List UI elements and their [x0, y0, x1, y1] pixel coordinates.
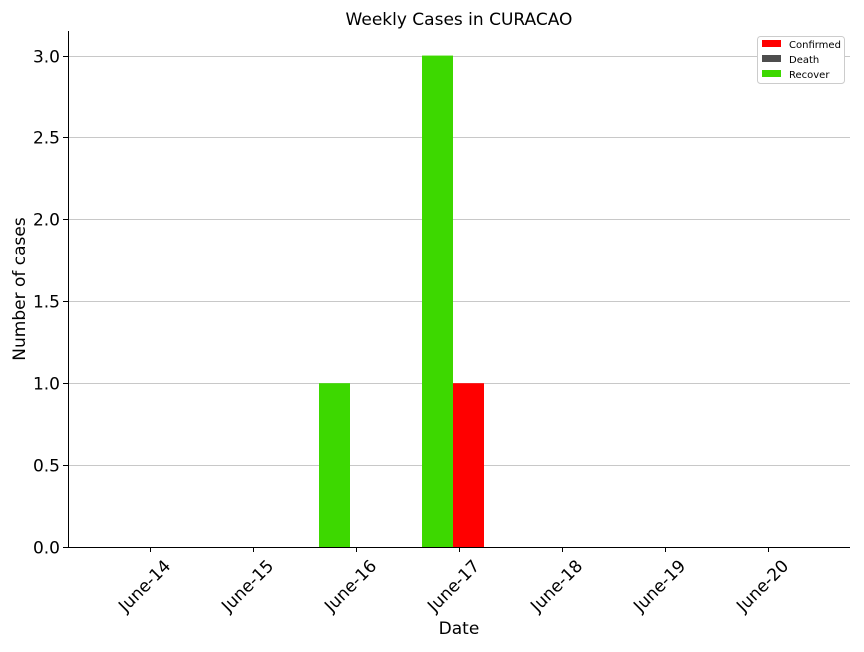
legend-swatch-death	[762, 55, 781, 62]
bar-recover-june-17	[422, 55, 453, 547]
x-tick-label: June-16	[320, 556, 381, 617]
y-tick-label: 1.5	[33, 293, 60, 313]
x-tick-label: June-15	[217, 556, 278, 617]
bars	[319, 55, 484, 547]
gridlines	[68, 56, 850, 466]
x-tick-label: June-14	[114, 556, 175, 617]
y-tick-label: 0.5	[33, 457, 60, 477]
chart-title: Weekly Cases in CURACAO	[346, 10, 573, 30]
x-tick-label: June-19	[629, 556, 690, 617]
legend-label-confirmed: Confirmed	[789, 40, 841, 51]
x-axis-label: Date	[439, 619, 480, 639]
y-tick-label: 1.0	[33, 375, 60, 395]
legend-label-death: Death	[789, 55, 819, 66]
legend-label-recover: Recover	[789, 70, 830, 81]
x-tick-label: June-20	[732, 556, 793, 617]
legend-swatch-confirmed	[762, 40, 781, 47]
y-tick-label: 0.0	[33, 539, 60, 559]
y-tick-label: 2.5	[33, 129, 60, 149]
legend: Confirmed Death Recover	[757, 36, 845, 84]
y-axis-label: Number of cases	[10, 217, 30, 361]
x-tick-label: June-18	[526, 556, 587, 617]
y-ticks: 0.0 0.5 1.0 1.5 2.0 2.5 3.0	[33, 48, 68, 559]
y-tick-label: 2.0	[33, 211, 60, 231]
bar-recover-june-16	[319, 383, 350, 547]
x-ticks: June-14 June-15 June-16 June-17 June-18 June-…	[114, 547, 793, 617]
bar-confirmed-june-17	[453, 383, 484, 547]
x-tick-label: June-17	[423, 556, 484, 617]
y-tick-label: 3.0	[33, 48, 60, 68]
legend-swatch-recover	[762, 70, 781, 77]
